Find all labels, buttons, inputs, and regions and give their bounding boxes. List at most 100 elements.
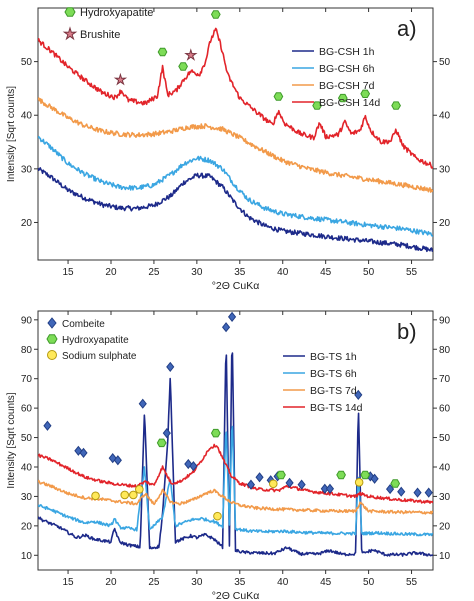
legend-label-1: BG-TS 6h [310, 368, 357, 380]
series-line-1 [38, 135, 433, 238]
marker-legend-label: Hydroxyapatite [62, 335, 129, 346]
legend-label-0: BG-TS 1h [310, 351, 357, 363]
marker-legend-symbol [46, 334, 58, 344]
x-tick-label: 45 [320, 577, 332, 588]
phase-marker-combeite [189, 461, 198, 472]
phase-marker-combeite [325, 483, 335, 494]
phase-marker-sodium-sulphate [129, 490, 138, 500]
y-tick-label-right: 20 [439, 218, 451, 229]
marker-legend-label: Combeite [62, 319, 105, 330]
x-tick-label: 50 [363, 267, 375, 278]
phase-marker-combeite [79, 447, 88, 458]
marker-legend-label: Brushite [80, 29, 120, 41]
y-tick-label: 20 [21, 521, 33, 532]
phase-marker-brushite [184, 48, 198, 61]
phase-marker-combeite [297, 479, 306, 490]
y-tick-label: 70 [21, 374, 33, 385]
phase-marker-sodium-sulphate [135, 485, 144, 494]
legend-label-0: BG-CSH 1h [319, 46, 375, 58]
panel-label: a) [397, 16, 417, 41]
phase-marker-sodium-sulphate [91, 491, 100, 501]
x-tick-label: 25 [148, 267, 160, 278]
y-axis-label: Intensity [Sqrt counts] [6, 86, 17, 182]
y-tick-label: 50 [21, 433, 33, 444]
x-axis-label: °2Θ CuKα [212, 280, 260, 292]
marker-legend-symbol [47, 350, 57, 360]
x-tick-label: 30 [191, 577, 203, 588]
phase-marker-combeite [285, 477, 294, 488]
panel-b: 15 20 25 30 35 40 45 50 55 10 10 20 20 30 30 40 40 50 50 60… [6, 310, 451, 601]
phase-marker-hydroxyapatite [276, 470, 286, 480]
phase-marker-sodium-sulphate [120, 490, 130, 500]
marker-legend-symbol [47, 317, 57, 329]
phase-marker-combeite [227, 311, 237, 322]
y-tick-label: 30 [21, 164, 33, 175]
series-group [38, 27, 433, 253]
series-line-1 [38, 425, 433, 537]
plot-frame [37, 7, 434, 261]
y-tick-label: 60 [21, 404, 33, 415]
phase-marker-hydroxyapatite [390, 479, 401, 488]
phase-marker-combeite [413, 487, 422, 498]
y-tick-label: 80 [21, 345, 33, 356]
phase-marker-combeite [385, 483, 395, 495]
phase-marker-combeite [255, 472, 264, 483]
x-tick-label: 55 [406, 267, 418, 278]
phase-marker-brushite [113, 72, 128, 86]
series-line-0 [38, 167, 433, 253]
phase-marker-hydroxyapatite [360, 470, 371, 480]
panel-label: b) [397, 319, 417, 344]
phase-marker-combeite [370, 473, 379, 484]
phase-marker-combeite [397, 486, 406, 497]
y-tick-label-right: 40 [439, 111, 451, 122]
marker-legend-symbol [62, 26, 78, 41]
phase-marker-combeite [162, 428, 171, 439]
x-tick-label: 40 [277, 577, 289, 588]
y-tick-label-right: 60 [439, 404, 451, 415]
y-tick-label: 10 [21, 551, 33, 562]
phase-marker-combeite [43, 420, 52, 431]
phase-marker-hydroxyapatite [210, 428, 221, 438]
series-group [38, 352, 433, 557]
x-tick-label: 55 [406, 577, 418, 588]
legend-label-2: BG-CSH 7d [319, 80, 375, 92]
y-tick-label-right: 90 [439, 315, 451, 326]
x-tick-label: 35 [234, 267, 246, 278]
phase-marker-sodium-sulphate [354, 477, 364, 487]
legend-label-3: BG-TS 14d [310, 402, 363, 414]
phase-marker-combeite [166, 361, 175, 373]
legend-label-1: BG-CSH 6h [319, 63, 375, 75]
phase-marker-hydroxyapatite [210, 10, 221, 19]
series-line-3 [38, 27, 433, 169]
phase-marker-sodium-sulphate [268, 479, 278, 489]
y-tick-label: 20 [21, 218, 33, 229]
x-axis-label: °2Θ CuKα [212, 590, 260, 601]
series-line-3 [38, 443, 433, 504]
phase-marker-combeite [221, 322, 231, 333]
y-tick-label-right: 30 [439, 492, 451, 503]
marker-legend-label: Sodium sulphate [62, 351, 137, 362]
y-tick-label-right: 70 [439, 374, 451, 385]
series-line-2 [38, 479, 433, 515]
phase-marker-combeite [354, 389, 363, 400]
legend-label-2: BG-TS 7d [310, 385, 357, 397]
phase-marker-combeite [138, 398, 147, 409]
phase-marker-sodium-sulphate [213, 511, 222, 521]
phase-marker-hydroxyapatite [157, 47, 168, 57]
x-tick-label: 40 [277, 267, 289, 278]
y-tick-label: 40 [21, 462, 33, 473]
x-tick-label: 15 [62, 577, 74, 588]
plot-frame [37, 310, 434, 571]
series-line-0 [38, 352, 433, 557]
y-tick-label: 50 [21, 57, 33, 68]
y-tick-label-right: 10 [439, 551, 451, 562]
marker-legend-symbol [64, 7, 76, 17]
phase-marker-hydroxyapatite [337, 93, 348, 103]
phase-marker-hydroxyapatite [336, 470, 346, 480]
x-tick-label: 25 [148, 577, 160, 588]
phase-marker-hydroxyapatite [360, 89, 371, 98]
y-tick-label: 30 [21, 492, 33, 503]
phase-marker-combeite [113, 455, 122, 466]
y-tick-label-right: 80 [439, 345, 451, 356]
x-tick-label: 30 [191, 267, 203, 278]
